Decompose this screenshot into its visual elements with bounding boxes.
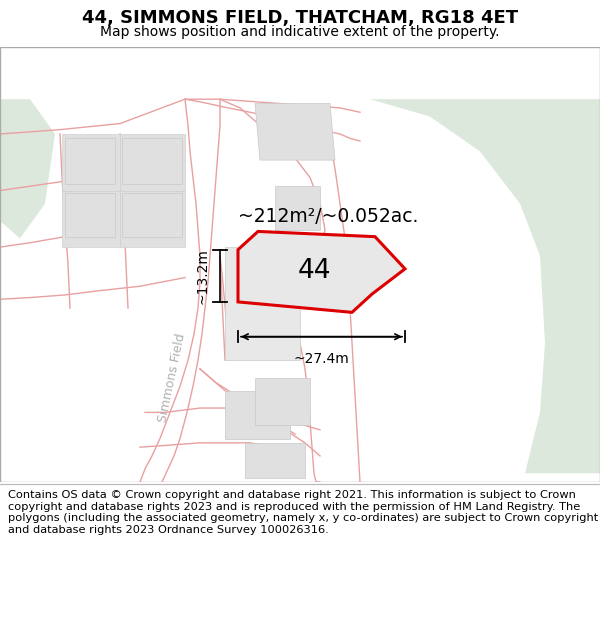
Polygon shape [330, 99, 600, 473]
Text: ~27.4m: ~27.4m [293, 352, 349, 366]
Polygon shape [225, 391, 290, 439]
Polygon shape [62, 134, 120, 191]
Polygon shape [122, 193, 182, 237]
Polygon shape [65, 138, 115, 184]
Polygon shape [275, 186, 320, 230]
Polygon shape [255, 104, 335, 160]
Text: 44: 44 [298, 258, 331, 284]
Polygon shape [245, 443, 305, 478]
Polygon shape [120, 134, 185, 191]
Text: Contains OS data © Crown copyright and database right 2021. This information is : Contains OS data © Crown copyright and d… [8, 490, 598, 535]
Text: ~13.2m: ~13.2m [196, 248, 210, 304]
Polygon shape [62, 191, 120, 247]
Text: ~212m²/~0.052ac.: ~212m²/~0.052ac. [238, 207, 418, 226]
Text: Map shows position and indicative extent of the property.: Map shows position and indicative extent… [100, 24, 500, 39]
Polygon shape [120, 191, 185, 247]
Polygon shape [65, 193, 115, 237]
Polygon shape [255, 378, 310, 426]
Text: Simmons Field: Simmons Field [156, 332, 188, 423]
Polygon shape [0, 99, 55, 238]
Polygon shape [122, 138, 182, 184]
Polygon shape [225, 247, 300, 360]
Text: 44, SIMMONS FIELD, THATCHAM, RG18 4ET: 44, SIMMONS FIELD, THATCHAM, RG18 4ET [82, 9, 518, 28]
Polygon shape [238, 231, 405, 312]
